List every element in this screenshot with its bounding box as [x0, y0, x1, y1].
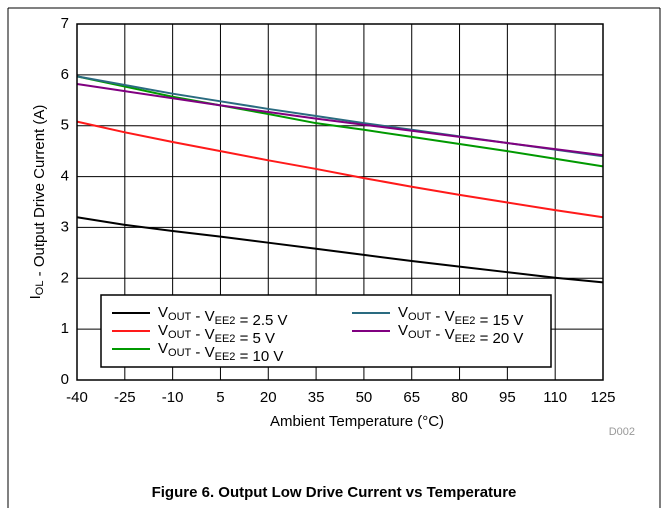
y-tick-label: 5: [61, 117, 69, 134]
x-tick-label: 125: [590, 389, 615, 406]
series-line: [76, 83, 604, 157]
series-line: [76, 120, 604, 219]
legend-box: [100, 294, 552, 368]
series-line: [76, 75, 604, 168]
x-tick-label: 35: [308, 389, 325, 406]
x-axis-label: Ambient Temperature (°C): [270, 413, 444, 430]
y-tick-label: 7: [61, 15, 69, 32]
legend-label: VOUT - VEE2 = 10 V: [158, 340, 283, 365]
y-tick-label: 3: [61, 218, 69, 235]
y-tick-label: 1: [61, 320, 69, 337]
plot-border: [76, 23, 604, 381]
y-tick-label: 4: [61, 168, 69, 185]
y-axis-label: IOL - Output Drive Current (A): [27, 105, 48, 300]
figure-id: D002: [609, 426, 635, 438]
caption: Figure 6. Output Low Drive Current vs Te…: [152, 484, 517, 501]
x-tick-label: 5: [216, 389, 224, 406]
x-tick-label: 20: [260, 389, 277, 406]
legend-label: VOUT - VEE2 = 2.5 V: [158, 304, 288, 329]
x-tick-label: 80: [451, 389, 468, 406]
x-tick-label: -40: [66, 389, 88, 406]
x-tick-label: -10: [162, 389, 184, 406]
legend-label: VOUT - VEE2 = 20 V: [398, 322, 523, 347]
x-tick-label: 50: [356, 389, 373, 406]
x-tick-label: 65: [403, 389, 420, 406]
x-tick-label: -25: [114, 389, 136, 406]
series-line: [76, 216, 604, 284]
x-tick-label: 95: [499, 389, 516, 406]
y-tick-label: 6: [61, 66, 69, 83]
y-tick-label: 2: [61, 269, 69, 286]
legend-label: VOUT - VEE2 = 15 V: [398, 304, 523, 329]
y-tick-label: 0: [61, 371, 69, 388]
x-tick-label: 110: [543, 389, 567, 406]
legend-label: VOUT - VEE2 = 5 V: [158, 322, 275, 347]
